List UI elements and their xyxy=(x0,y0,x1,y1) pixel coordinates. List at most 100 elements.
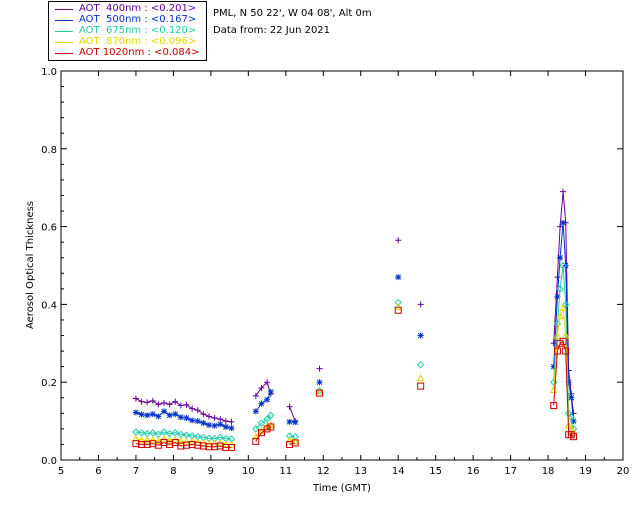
series-aot-500nm xyxy=(132,219,577,432)
data-point-aot-1020nm xyxy=(417,382,425,390)
data-point-aot-870nm xyxy=(143,436,152,444)
x-axis-title: Time (GMT) xyxy=(312,483,371,494)
data-point-aot-500nm xyxy=(205,421,212,428)
x-tick-label: 13 xyxy=(354,466,367,477)
legend-line-870nm xyxy=(55,42,73,43)
data-point-aot-1020nm xyxy=(562,347,570,355)
data-point-aot-500nm xyxy=(417,332,424,339)
legend-line-500nm xyxy=(55,20,73,21)
data-point-aot-500nm xyxy=(252,408,259,415)
site-info: PML, N 50 22', W 04 08', Alt 0m xyxy=(213,8,372,19)
data-point-aot-500nm xyxy=(228,425,235,432)
data-point-aot-500nm xyxy=(264,396,271,403)
data-point-aot-500nm xyxy=(200,420,207,427)
y-tick-label: 0.0 xyxy=(41,456,57,467)
data-point-aot-675nm xyxy=(285,432,294,440)
data-point-aot-675nm xyxy=(561,300,570,309)
series-line-aot-500nm xyxy=(255,391,272,412)
data-point-aot-400nm xyxy=(194,407,201,414)
data-point-aot-675nm xyxy=(394,298,402,307)
data-point-aot-400nm xyxy=(205,413,212,420)
x-tick-label: 5 xyxy=(58,466,64,477)
data-point-aot-500nm xyxy=(565,379,572,386)
x-tick-label: 7 xyxy=(133,466,139,477)
data-point-aot-1020nm xyxy=(394,306,402,314)
data-point-aot-500nm xyxy=(316,379,323,386)
y-tick-label: 0.4 xyxy=(41,300,57,311)
data-point-aot-500nm xyxy=(189,417,196,424)
data-point-aot-675nm xyxy=(567,413,576,421)
data-point-aot-500nm xyxy=(554,293,561,300)
legend-label-400nm: AOT 400nm : <0.201> xyxy=(79,3,197,14)
data-point-aot-400nm xyxy=(222,418,229,425)
data-point-aot-400nm xyxy=(554,274,561,281)
series-aot-675nm xyxy=(132,261,578,443)
data-point-aot-870nm xyxy=(154,436,163,444)
x-tick-label: 6 xyxy=(95,466,101,477)
data-point-aot-675nm xyxy=(267,411,275,419)
data-point-aot-500nm xyxy=(258,400,265,407)
series-line-aot-400nm xyxy=(289,406,296,422)
series-aot-870nm xyxy=(132,303,578,448)
x-tick-label: 12 xyxy=(317,466,330,477)
data-point-aot-870nm xyxy=(182,437,191,445)
data-point-aot-870nm xyxy=(315,387,324,395)
data-point-aot-870nm xyxy=(222,440,230,448)
data-point-aot-1020nm xyxy=(252,437,260,445)
y-axis-title: Aerosol Optical Thickness xyxy=(25,201,36,329)
data-point-aot-870nm xyxy=(160,434,168,442)
data-point-aot-500nm xyxy=(144,412,151,419)
legend-item-870nm: AOT 870nm : <0.096> xyxy=(49,36,206,48)
data-point-aot-400nm xyxy=(417,301,424,308)
data-point-aot-400nm xyxy=(172,398,179,405)
y-tick-label: 0.2 xyxy=(41,378,57,389)
series-layer xyxy=(132,188,578,452)
data-point-aot-500nm xyxy=(222,423,229,430)
data-point-aot-400nm xyxy=(228,418,235,425)
data-point-aot-500nm xyxy=(292,419,299,426)
data-point-aot-400nm xyxy=(264,379,271,386)
data-point-aot-1020nm xyxy=(291,439,299,447)
data-point-aot-500nm xyxy=(570,418,577,425)
data-point-aot-1020nm xyxy=(559,337,567,345)
data-point-aot-1020nm xyxy=(257,429,265,437)
data-point-aot-500nm xyxy=(217,421,224,428)
data-point-aot-400nm xyxy=(200,411,207,418)
data-point-aot-400nm xyxy=(144,399,151,406)
data-point-aot-500nm xyxy=(267,388,274,395)
data-point-aot-870nm xyxy=(556,312,564,320)
series-aot-1020nm xyxy=(132,306,578,452)
data-point-aot-675nm xyxy=(257,419,266,427)
data-point-aot-500nm xyxy=(568,394,575,401)
data-point-aot-500nm xyxy=(172,411,179,418)
legend: AOT 400nm : <0.201> AOT 500nm : <0.167> … xyxy=(48,1,207,61)
data-point-aot-500nm xyxy=(155,413,162,420)
legend-line-400nm xyxy=(55,9,73,10)
data-point-aot-675nm xyxy=(559,261,567,270)
data-point-aot-1020nm xyxy=(570,433,578,441)
series-line-aot-400nm xyxy=(553,191,574,414)
series-line-aot-675nm xyxy=(255,414,272,430)
legend-item-675nm: AOT 675nm : <0.120> xyxy=(49,25,206,37)
data-point-aot-500nm xyxy=(550,363,557,370)
x-tick-label: 11 xyxy=(279,466,292,477)
data-point-aot-500nm xyxy=(161,408,168,415)
x-tick-label: 8 xyxy=(170,466,176,477)
x-tick-label: 10 xyxy=(242,466,255,477)
data-point-aot-400nm xyxy=(183,401,190,408)
data-point-aot-400nm xyxy=(161,399,168,406)
date-info: Data from: 22 Jun 2021 xyxy=(213,25,331,36)
y-tick-label: 0.6 xyxy=(41,223,57,234)
legend-item-1020nm: AOT 1020nm : <0.084> xyxy=(49,47,206,59)
data-point-aot-870nm xyxy=(553,331,562,339)
x-tick-label: 14 xyxy=(392,466,405,477)
data-point-aot-400nm xyxy=(316,365,323,372)
legend-line-1020nm xyxy=(55,53,73,54)
data-point-aot-400nm xyxy=(211,414,218,421)
data-point-aot-500nm xyxy=(395,274,402,281)
data-point-aot-400nm xyxy=(395,237,402,244)
data-point-aot-400nm xyxy=(149,397,156,404)
series-aot-400nm xyxy=(132,188,577,425)
axes: 5 6 7 8 9 10 11 12 13 14 15 16 17 18 19 20 0.0 0.2 0.4 0.6 0… xyxy=(41,67,629,477)
x-tick-label: 17 xyxy=(504,466,517,477)
